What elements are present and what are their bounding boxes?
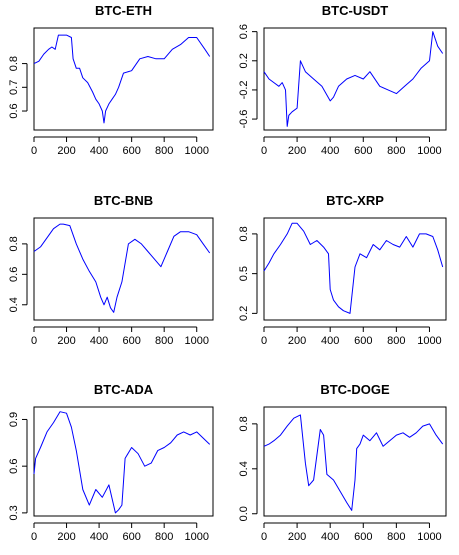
x-tick-label: 200 <box>57 145 75 157</box>
x-tick-label: 400 <box>321 335 339 347</box>
y-tick-label: 0.6 <box>8 267 20 282</box>
x-tick-label: 600 <box>122 335 140 347</box>
x-tick-label: 400 <box>90 531 108 543</box>
x-tick-label: 0 <box>31 335 37 347</box>
x-tick-label: 400 <box>90 335 108 347</box>
x-tick-label: 1000 <box>184 531 208 543</box>
panel-title: BTC-ADA <box>94 382 154 397</box>
x-tick-label: 600 <box>122 531 140 543</box>
y-tick-label: 0.6 <box>238 24 250 39</box>
x-tick-label: 1000 <box>417 531 441 543</box>
x-tick-label: 400 <box>321 145 339 157</box>
x-tick-label: 200 <box>57 335 75 347</box>
y-tick-label: -0.6 <box>238 110 250 129</box>
plot-frame <box>33 27 214 131</box>
x-tick-label: 0 <box>261 145 267 157</box>
x-tick-label: 0 <box>261 335 267 347</box>
x-tick-label: 800 <box>155 145 173 157</box>
x-tick-label: 800 <box>387 145 405 157</box>
plot-frame <box>263 27 447 131</box>
panel-title: BTC-BNB <box>94 193 153 208</box>
panel-title: BTC-USDT <box>322 3 388 18</box>
x-tick-label: 1000 <box>417 145 441 157</box>
plot-frame <box>263 217 447 321</box>
y-tick-label: 0.2 <box>238 306 250 321</box>
x-tick-label: 400 <box>321 531 339 543</box>
y-tick-label: 0.4 <box>8 297 20 312</box>
series-line <box>33 34 211 124</box>
y-tick-label: 0.6 <box>8 103 20 118</box>
x-tick-label: 400 <box>90 145 108 157</box>
x-tick-label: 800 <box>387 531 405 543</box>
x-tick-label: 800 <box>155 531 173 543</box>
x-tick-label: 200 <box>288 531 306 543</box>
y-tick-label: -0.2 <box>238 80 250 99</box>
panel-btc-ada: BTC-ADA 0 200 400 600 800 1000 0.3 0.6 0.9 <box>8 382 214 543</box>
y-tick-label: 0.3 <box>8 505 20 520</box>
y-tick-label: 0.6 <box>8 459 20 474</box>
x-tick-label: 600 <box>122 145 140 157</box>
series-line <box>263 31 444 127</box>
x-tick-label: 800 <box>387 335 405 347</box>
y-tick-label: 0.9 <box>8 412 20 427</box>
x-tick-label: 200 <box>57 531 75 543</box>
x-tick-label: 0 <box>31 531 37 543</box>
series-line <box>263 222 444 314</box>
series-line <box>33 411 211 514</box>
y-tick-label: 0.8 <box>8 236 20 251</box>
x-tick-label: 0 <box>261 531 267 543</box>
x-tick-label: 0 <box>31 145 37 157</box>
x-tick-label: 800 <box>155 335 173 347</box>
y-tick-label: 0.8 <box>238 416 250 431</box>
x-tick-label: 1000 <box>417 335 441 347</box>
plot-frame <box>33 217 214 321</box>
series-line <box>33 223 211 313</box>
panel-title: BTC-XRP <box>326 193 384 208</box>
plot-frame <box>33 406 214 517</box>
x-tick-label: 1000 <box>184 335 208 347</box>
panel-title: BTC-DOGE <box>320 382 390 397</box>
panel-title: BTC-ETH <box>95 3 152 18</box>
series-line <box>263 414 444 511</box>
y-tick-label: 0.7 <box>8 80 20 95</box>
x-tick-label: 600 <box>354 531 372 543</box>
x-tick-label: 600 <box>354 145 372 157</box>
x-tick-label: 600 <box>354 335 372 347</box>
y-tick-label: 0.4 <box>238 461 250 476</box>
y-tick-label: 0.8 <box>8 56 20 71</box>
y-tick-label: 0.5 <box>238 266 250 281</box>
y-tick-label: 0.8 <box>238 226 250 241</box>
panel-btc-usdt: BTC-USDT 0 200 400 600 800 1000 -0.6 -0.2 0.2 0.6 <box>238 3 447 157</box>
plot-frame <box>263 406 447 517</box>
panel-btc-bnb: BTC-BNB 0 200 400 600 800 1000 0.4 0.6 0.8 <box>8 193 214 347</box>
panel-btc-eth: BTC-ETH 0 200 400 600 800 1000 0.6 0.7 0.8 <box>8 3 214 157</box>
panel-btc-doge: BTC-DOGE 0 200 400 600 800 1000 0.0 0.4 0.8 <box>238 382 447 543</box>
panel-btc-xrp: BTC-XRP 0 200 400 600 800 1000 0.2 0.5 0.8 <box>238 193 447 347</box>
x-tick-label: 200 <box>288 335 306 347</box>
y-tick-label: 0.0 <box>238 506 250 521</box>
x-tick-label: 200 <box>288 145 306 157</box>
y-tick-label: 0.2 <box>238 53 250 68</box>
x-tick-label: 1000 <box>184 145 208 157</box>
